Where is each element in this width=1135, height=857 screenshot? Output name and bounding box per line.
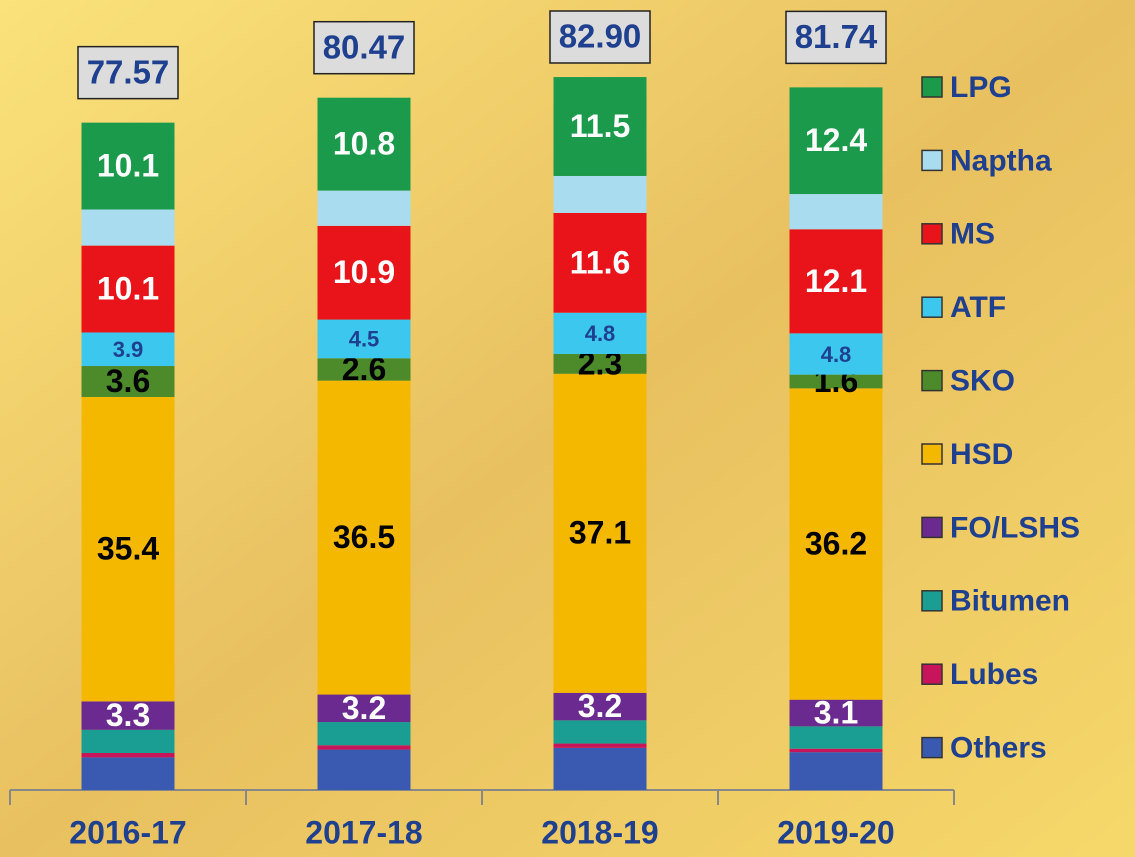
x-tick-label: 2019-20 [777,814,894,850]
value-label: 4.5 [349,327,380,352]
legend-swatch [922,297,942,317]
value-label: 36.2 [805,525,867,561]
value-label: 3.6 [106,363,150,399]
bar-segment [318,745,411,749]
value-label: 4.8 [821,342,852,367]
legend-swatch [922,371,942,391]
value-label: 3.1 [814,694,858,730]
x-tick-label: 2016-17 [69,814,186,850]
x-tick-label: 2018-19 [541,814,658,850]
total-label: 80.47 [323,28,406,65]
legend-label: Others [950,732,1047,765]
bar-segment [554,748,647,790]
value-label: 3.2 [342,690,386,726]
bar-segment [82,730,175,753]
legend-label: Bitumen [950,585,1070,618]
legend-swatch [922,591,942,611]
value-label: 3.9 [113,337,144,362]
legend-label: LPG [950,71,1012,104]
bar-segment [554,744,647,748]
value-label: 10.9 [333,254,395,290]
value-label: 10.1 [97,148,159,184]
value-label: 12.4 [805,122,867,158]
total-label: 81.74 [795,18,878,55]
bar-segment [318,750,411,790]
total-label: 77.57 [87,53,170,90]
value-label: 12.1 [805,263,867,299]
legend-label: MS [950,218,995,251]
value-label: 11.6 [570,244,631,280]
value-label: 3.2 [578,688,622,724]
legend-swatch [922,738,942,758]
legend-label: SKO [950,365,1015,398]
value-label: 35.4 [97,531,159,567]
value-label: 36.5 [333,519,395,555]
bar-segment [82,753,175,757]
value-label: 3.3 [106,697,150,733]
legend-swatch [922,664,942,684]
value-label: 11.5 [570,108,631,144]
value-label: 4.8 [585,321,616,346]
legend-swatch [922,77,942,97]
bar-segment [790,194,883,229]
legend-swatch [922,444,942,464]
total-label: 82.90 [559,18,642,55]
chart: 3.3 35.4 3.63.9 10.1 10.1 77.57 2016-17 3.2 36.5… [0,0,1135,857]
legend-label: Lubes [950,658,1038,691]
bar-segment [82,757,175,790]
bar-segment [790,749,883,752]
legend-swatch [922,224,942,244]
legend-label: FO/LSHS [950,511,1080,544]
legend-label: HSD [950,438,1013,471]
legend-label: Naptha [950,144,1052,177]
bar-segment [790,752,883,790]
value-label: 37.1 [569,515,631,551]
value-label: 10.8 [333,126,395,162]
bar-segment [82,210,175,246]
bar-segment [318,191,411,226]
value-label: 10.1 [97,271,159,307]
legend-swatch [922,150,942,170]
legend-label: ATF [950,291,1006,324]
x-tick-label: 2017-18 [305,814,422,850]
legend-swatch [922,517,942,537]
bar-segment [554,176,647,213]
